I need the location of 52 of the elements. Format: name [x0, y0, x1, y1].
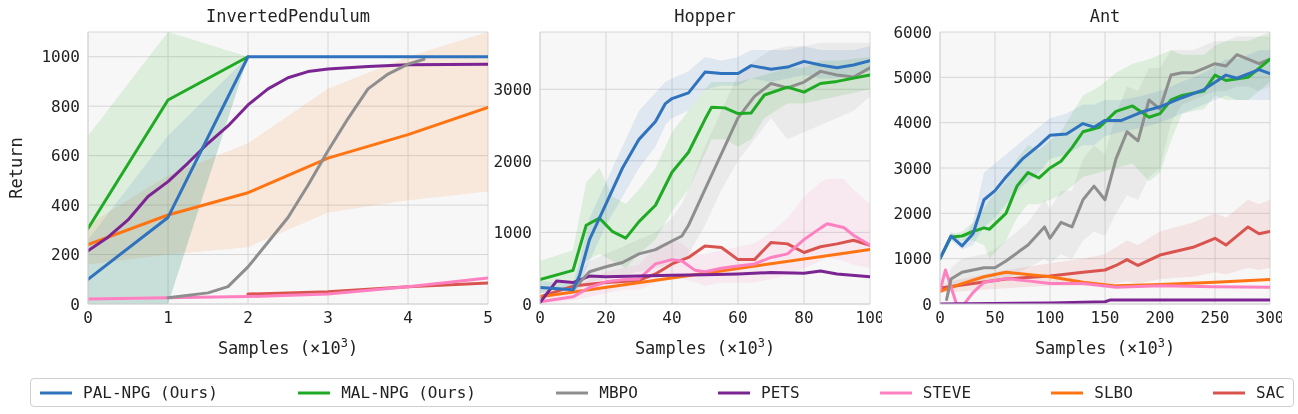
legend-label: PAL-NPG (Ours) [83, 383, 218, 402]
x-tick-label: 150 [1090, 308, 1120, 328]
y-tick-label: 600 [51, 146, 80, 166]
x-tick-label: 80 [794, 308, 814, 328]
x-tick-label: 40 [662, 308, 682, 328]
y-tick-label: 3000 [493, 79, 532, 99]
y-axis-title: Return [6, 137, 26, 199]
y-tick-label: 6000 [893, 22, 932, 42]
x-tick-label: 200 [1145, 308, 1175, 328]
legend-label: STEVE [922, 383, 972, 402]
y-tick-label: 0 [922, 294, 932, 314]
x-tick-label: 5 [483, 308, 493, 328]
y-tick-label: 400 [51, 195, 80, 215]
x-tick-label: 3 [323, 308, 333, 328]
y-tick-label: 4000 [893, 113, 932, 133]
y-tick-label: 5000 [893, 68, 932, 88]
y-tick-label: 200 [51, 245, 80, 265]
legend-label: MBPO [599, 383, 638, 402]
x-tick-label: 0 [83, 308, 93, 328]
x-axis-title: Samples (×10$^{3}$) [1034, 336, 1176, 358]
x-axis-title: Samples (×10$^{3}$) [217, 336, 359, 358]
y-tick-label: 1000 [493, 223, 532, 243]
legend-label: SLBO [1094, 383, 1133, 402]
legend-label: MAL-NPG (Ours) [341, 383, 476, 402]
y-tick-label: 3000 [893, 158, 932, 178]
line-series [166, 57, 426, 300]
y-tick-label: 0 [70, 294, 80, 314]
legend-label: PETS [761, 383, 800, 402]
x-tick-label: 0 [935, 308, 945, 328]
chart-title: Ant [1088, 6, 1122, 26]
x-tick-label: 100 [1035, 308, 1065, 328]
x-tick-label: 0 [535, 308, 545, 328]
x-tick-label: 4 [403, 308, 413, 328]
legend-label: SAC [1256, 383, 1285, 402]
line-series [88, 62, 488, 253]
x-tick-label: 1 [163, 308, 173, 328]
x-axis-title: Samples (×10$^{3}$) [634, 336, 776, 358]
y-tick-label: 2000 [493, 151, 532, 171]
x-tick-label: 20 [596, 308, 616, 328]
x-tick-label: 250 [1200, 308, 1230, 328]
y-tick-label: 1000 [893, 249, 932, 269]
line-series [88, 276, 488, 301]
y-tick-label: 1000 [41, 47, 80, 67]
line-series [88, 105, 488, 247]
x-tick-label: 50 [985, 308, 1005, 328]
chart-title: InvertedPendulum [205, 6, 371, 26]
x-tick-label: 60 [728, 308, 748, 328]
y-tick-label: 0 [522, 294, 532, 314]
chart-title: Hopper [673, 6, 737, 26]
y-tick-label: 800 [51, 96, 80, 116]
y-tick-label: 2000 [893, 204, 932, 224]
x-tick-label: 2 [243, 308, 253, 328]
